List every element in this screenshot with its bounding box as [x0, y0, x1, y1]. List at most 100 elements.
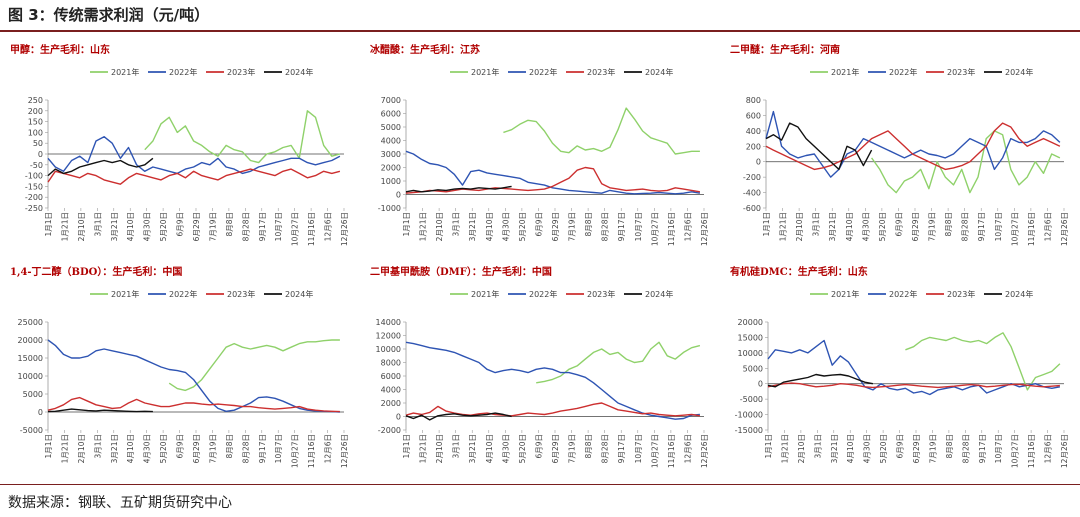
x-tick-label: 12月6日 — [1044, 434, 1053, 463]
legend-label: 2022年 — [889, 289, 917, 299]
x-tick-label: 4月10日 — [126, 212, 135, 241]
y-tick-label: -2000 — [378, 426, 401, 435]
x-tick-label: 8月28日 — [961, 212, 970, 241]
chart-svg: 甲醇：生产毛利：山东 2021年 2022年 2023年 2024年 -250 -200 -1… — [10, 43, 349, 246]
x-tick-label: 3月21日 — [110, 434, 119, 463]
x-tick-label: 8月28日 — [961, 434, 970, 463]
chart-svg: 二甲醚：生产毛利：河南 2021年 2022年 2023年 2024年 -600 -400 -… — [730, 43, 1069, 246]
legend-item: 2023年 — [566, 67, 615, 77]
x-tick-label: 4月10日 — [485, 212, 494, 241]
y-tick-label: 6000 — [381, 372, 401, 381]
x-tick-label: 4月30日 — [143, 212, 152, 241]
legend-label: 2024年 — [285, 289, 313, 299]
legend-label: 2023年 — [587, 289, 615, 299]
y-tick-label: 3000 — [381, 150, 401, 159]
y-tick-label: 250 — [28, 96, 43, 105]
x-tick-label: 6月9日 — [176, 212, 185, 237]
x-tick-label: 2月10日 — [435, 434, 444, 463]
legend-item: 2024年 — [624, 67, 673, 77]
legend-label: 2021年 — [111, 67, 139, 77]
series-line — [144, 110, 341, 164]
x-tick-label: 12月26日 — [1060, 434, 1069, 468]
series-line — [405, 150, 701, 195]
y-tick-label: -400 — [743, 189, 761, 198]
y-tick-label: 20000 — [738, 318, 763, 327]
y-tick-label: 8000 — [381, 359, 401, 368]
chart-svg: 冰醋酸：生产毛利：江苏 2021年 2022年 2023年 2024年 -1000 0 100… — [370, 43, 709, 246]
x-tick-label: 4月10日 — [485, 434, 494, 463]
x-tick-label: 8月8日 — [225, 434, 234, 459]
legend-label: 2023年 — [587, 67, 615, 77]
y-tick-label: 7000 — [381, 96, 401, 105]
legend-label: 2024年 — [645, 289, 673, 299]
x-tick-label: 3月1日 — [93, 434, 102, 459]
x-tick-label: 10月27日 — [1011, 434, 1020, 468]
legend-item: 2022年 — [148, 67, 197, 77]
chart-title: 1,4-丁二醇（BDO）：生产毛利：中国 — [10, 265, 182, 278]
y-tick-label: 25000 — [18, 318, 43, 327]
x-tick-label: 1月1日 — [764, 434, 773, 459]
x-tick-label: 3月1日 — [93, 212, 102, 237]
legend-label: 2022年 — [169, 67, 197, 77]
x-tick-label: 8月28日 — [601, 434, 610, 463]
x-tick-label: 10月27日 — [650, 434, 659, 468]
legend-item: 2021年 — [450, 289, 499, 299]
x-tick-label: 8月8日 — [584, 434, 593, 459]
figure-title: 图 3：传统需求利润（元/吨） — [8, 6, 210, 24]
x-tick-label: 2月10日 — [77, 212, 86, 241]
x-tick-label: 12月6日 — [324, 212, 333, 241]
x-tick-label: 1月21日 — [419, 434, 428, 463]
y-tick-label: 15000 — [18, 354, 43, 363]
chart-svg: 有机硅DMC：生产毛利：山东 2021年 2022年 2023年 2024年 -15000… — [730, 265, 1069, 468]
legend-item: 2021年 — [90, 289, 139, 299]
legend-label: 2022年 — [529, 289, 557, 299]
x-tick-label: 10月7日 — [274, 434, 283, 463]
legend-item: 2023年 — [206, 67, 255, 77]
x-tick-label: 2月10日 — [77, 434, 86, 463]
source-note: 数据来源：钢联、五矿期货研究中心 — [8, 495, 232, 511]
x-tick-label: 7月19日 — [928, 434, 937, 463]
x-tick-label: 1月21日 — [780, 434, 789, 463]
x-tick-label: 6月9日 — [894, 212, 903, 237]
x-tick-label: 4月10日 — [846, 434, 855, 463]
x-tick-label: 8月8日 — [584, 212, 593, 237]
chart-title: 甲醇：生产毛利：山东 — [10, 43, 110, 56]
x-tick-label: 10月7日 — [994, 434, 1003, 463]
y-tick-label: -100 — [25, 172, 43, 181]
y-tick-label: 0 — [396, 191, 401, 200]
legend-label: 2022年 — [169, 289, 197, 299]
y-tick-label: 0 — [396, 413, 401, 422]
y-tick-label: 2000 — [381, 399, 401, 408]
x-tick-label: 3月1日 — [812, 212, 821, 237]
series-line — [168, 339, 340, 392]
y-tick-label: 6000 — [381, 110, 401, 119]
x-tick-label: 6月9日 — [534, 434, 543, 459]
chart-panel-dmf: 二甲基甲酰胺（DMF）：生产毛利：中国 2021年 2022年 2023年 2024年 -… — [360, 260, 720, 482]
x-tick-label: 2月10日 — [435, 212, 444, 241]
x-tick-label: 6月29日 — [192, 434, 201, 463]
legend-item: 2024年 — [264, 67, 313, 77]
y-tick-label: 5000 — [23, 390, 43, 399]
series-line — [765, 122, 1061, 171]
x-tick-label: 3月1日 — [452, 434, 461, 459]
x-tick-label: 6月9日 — [896, 434, 905, 459]
legend-item: 2023年 — [206, 289, 255, 299]
x-tick-label: 7月19日 — [208, 434, 217, 463]
legend-label: 2023年 — [227, 67, 255, 77]
x-tick-label: 8月8日 — [225, 212, 234, 237]
legend-label: 2023年 — [947, 67, 975, 77]
x-tick-label: 1月21日 — [60, 212, 69, 241]
bottom-rule — [0, 484, 1080, 485]
y-tick-label: 10000 — [738, 349, 763, 358]
y-tick-label: 200 — [28, 107, 43, 116]
x-tick-label: 4月10日 — [845, 212, 854, 241]
x-tick-label: 12月6日 — [324, 434, 333, 463]
x-tick-label: 2月10日 — [795, 212, 804, 241]
legend-label: 2022年 — [889, 67, 917, 77]
chart-title: 二甲醚：生产毛利：河南 — [730, 43, 840, 56]
x-tick-label: 3月1日 — [452, 212, 461, 237]
x-tick-label: 3月21日 — [830, 434, 839, 463]
series-line — [871, 130, 1061, 194]
legend-item: 2024年 — [264, 289, 313, 299]
x-tick-label: 1月21日 — [779, 212, 788, 241]
